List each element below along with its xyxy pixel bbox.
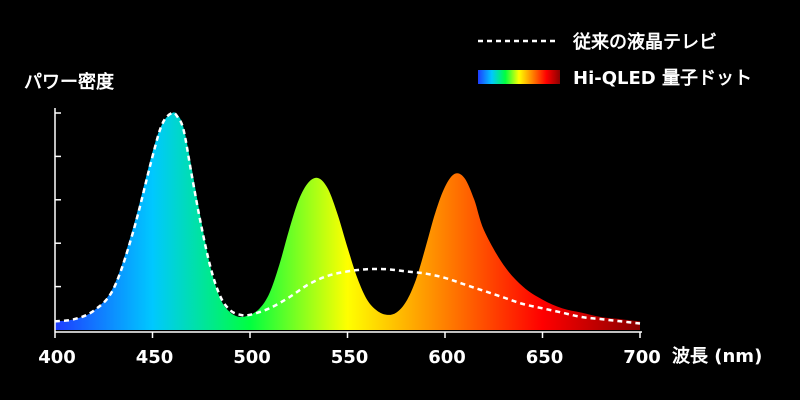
- x-tick-label-400: 400: [38, 347, 76, 368]
- legend-swatch-gradient: [478, 70, 560, 84]
- x-axis-label: 波長 (nm): [672, 345, 762, 367]
- x-tick-label-700: 700: [623, 347, 661, 368]
- series-lcd-line: [54, 111, 641, 325]
- x-tick-label-650: 650: [526, 347, 564, 368]
- legend-label-lcd: 従来の液晶テレビ: [572, 31, 717, 53]
- x-tick-label-550: 550: [331, 347, 369, 368]
- x-tick-label-600: 600: [428, 347, 466, 368]
- x-tick-label-450: 450: [136, 347, 174, 368]
- x-tick-label-500: 500: [233, 347, 271, 368]
- series-qled-area: [55, 112, 640, 330]
- legend-label-qled: Hi-QLED 量子ドット: [573, 67, 752, 89]
- legend: 従来の液晶テレビ Hi-QLED 量子ドット: [478, 31, 752, 89]
- y-axis-label: パワー密度: [24, 71, 115, 93]
